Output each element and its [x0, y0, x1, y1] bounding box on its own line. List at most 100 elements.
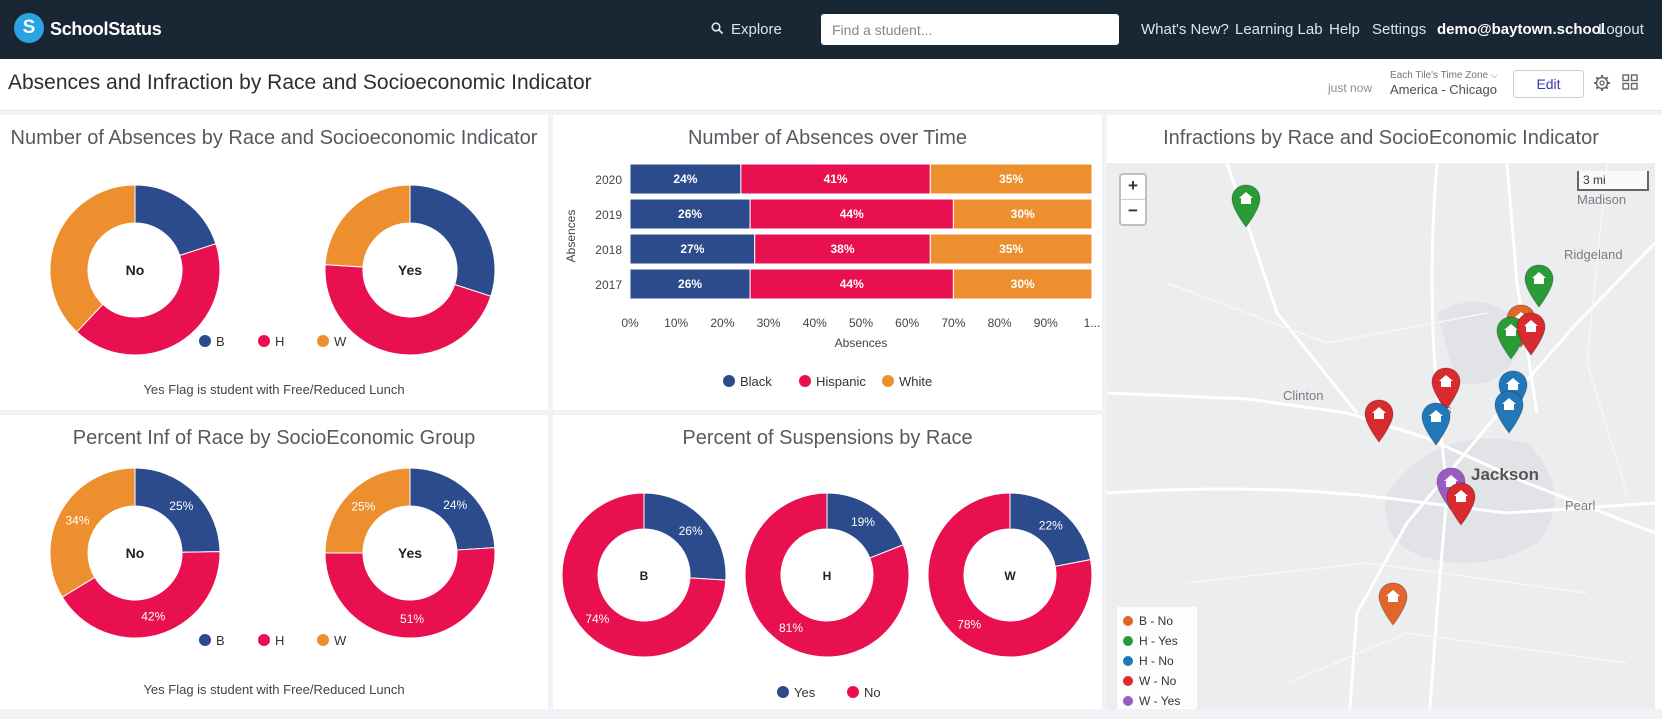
donut-slice-W — [49, 467, 136, 598]
pin-shape — [1524, 264, 1554, 308]
brand-name[interactable]: SchoolStatus — [50, 19, 162, 39]
place-label: Ridgeland — [1564, 247, 1623, 262]
legend-marker-icon — [258, 335, 270, 347]
tile-absences-by-race: Number of Absences by Race and Socioecon… — [0, 115, 548, 410]
donut-slice-W — [324, 467, 411, 554]
bar-segment — [952, 198, 1093, 230]
slice-value-label: 22% — [1039, 519, 1063, 533]
find-student-input[interactable] — [821, 14, 1119, 45]
house-icon — [1386, 590, 1400, 602]
house-icon — [1502, 398, 1516, 410]
percent-inf-donuts: 25% 42% 34% No 24% 51% 25% Yes B H W — [49, 467, 496, 648]
chevron-down-icon: ⌵ — [1490, 70, 1498, 80]
bar-value-label: 38% — [831, 242, 855, 256]
pin-shape — [1516, 312, 1546, 356]
map-markers — [1231, 184, 1554, 626]
map-pin-icon — [1421, 402, 1451, 446]
bar-segment — [929, 233, 1093, 265]
grid-layout-icon[interactable] — [1622, 74, 1638, 90]
pin-shape — [1231, 184, 1261, 228]
tile-title: Infractions by Race and SocioEconomic In… — [1163, 127, 1599, 149]
donut-no: 25% 42% 34% No — [49, 467, 221, 639]
bar-value-label: 26% — [678, 277, 702, 291]
zoom-in-button[interactable]: + — [1128, 176, 1138, 195]
zoom-out-button[interactable]: − — [1121, 199, 1145, 223]
last-updated: just now — [1328, 81, 1373, 95]
absences-time-bar-chart: 2020 24% 41% 35% 2019 26% 44% 30% 2018 27% 38% 35% 2… — [564, 163, 1100, 389]
bar-segment — [629, 163, 742, 195]
legend-label: B — [216, 633, 225, 648]
bar-value-label: 27% — [680, 242, 704, 256]
legend-label: H — [275, 334, 284, 349]
legend-marker-icon — [317, 634, 329, 646]
legend-label: Hispanic — [816, 374, 866, 389]
house-icon — [1439, 375, 1453, 387]
legend-label: W — [334, 633, 347, 648]
nav-learning-lab[interactable]: Learning Lab — [1235, 21, 1323, 38]
nav-logout[interactable]: Logout — [1598, 21, 1644, 38]
bar-value-label: 30% — [1011, 207, 1035, 221]
tile-absences-over-time: Number of Absences over Time 2020 24% 41% 3… — [553, 115, 1102, 410]
absences-race-donuts: No Yes B H W — [49, 184, 496, 356]
slice-value-label: 25% — [351, 499, 375, 513]
bar-value-label: 35% — [999, 172, 1023, 186]
donut-slice-H — [61, 551, 221, 639]
bar-value-label: 44% — [840, 207, 864, 221]
x-tick-label: 30% — [757, 316, 781, 330]
tile-title: Number of Absences by Race and Socioecon… — [10, 127, 538, 149]
map-legend: B - No H - Yes H - No W - No W - Yes — [1117, 607, 1197, 709]
slice-value-label: 34% — [65, 514, 89, 528]
map-legend-item: W - Yes — [1123, 691, 1191, 709]
suspensions-donuts: 26% 74% B 19% 81% H 22% 78% W Yes No — [561, 492, 1093, 700]
place-label: Madison — [1577, 192, 1627, 207]
nav-settings[interactable]: Settings — [1372, 21, 1427, 38]
tile-note: Yes Flag is student with Free/Reduced Lu… — [143, 382, 405, 397]
map-legend-item: H - Yes — [1123, 631, 1191, 651]
nav-whats-new[interactable]: What's New? — [1141, 21, 1229, 38]
explore-label: Explore — [731, 21, 782, 38]
x-tick-label: 20% — [710, 316, 734, 330]
legend-dot-icon — [1123, 656, 1133, 666]
house-icon — [1429, 410, 1443, 422]
house-icon — [1524, 320, 1538, 332]
place-label: Clinton — [1283, 388, 1324, 403]
legend-label: Yes — [794, 685, 816, 700]
map-zoom-control: + − — [1119, 173, 1147, 226]
map-legend-item: H - No — [1123, 651, 1191, 671]
top-navbar: S SchoolStatus Explore What's New? Learn… — [0, 0, 1662, 59]
explore-link[interactable]: Explore — [711, 21, 782, 38]
tile-suspensions: Percent of Suspensions by Race 26% 74% B 19… — [553, 415, 1102, 709]
slice-value-label: 24% — [443, 498, 467, 512]
slice-value-label: 26% — [679, 524, 703, 538]
edit-button[interactable]: Edit — [1513, 70, 1584, 98]
chart-legend: Black Hispanic White — [723, 374, 932, 389]
donut-slice-B — [134, 467, 221, 553]
map-canvas[interactable]: + − 3 mi Madison Ridgeland Clinton Jacks… — [1107, 163, 1655, 709]
timezone-value[interactable]: America - Chicago — [1390, 82, 1497, 97]
house-icon — [1454, 490, 1468, 502]
x-tick-label: 10% — [664, 316, 688, 330]
search-icon — [711, 22, 724, 35]
legend-marker-icon — [199, 634, 211, 646]
tile-note: Yes Flag is student with Free/Reduced Lu… — [143, 682, 405, 697]
slice-value-label: 19% — [851, 515, 875, 529]
slice-value-label: 78% — [957, 617, 981, 631]
y-axis-label: Absences — [564, 210, 578, 263]
donut-slice-No — [744, 492, 910, 658]
nav-account[interactable]: demo@baytown.school — [1437, 21, 1605, 38]
gear-icon[interactable] — [1593, 74, 1611, 92]
map-legend-item: W - No — [1123, 671, 1191, 691]
bar-value-label: 24% — [673, 172, 697, 186]
bar-value-label: 44% — [840, 277, 864, 291]
x-axis-label: Absences — [835, 336, 888, 350]
donut-slice-No — [927, 492, 1093, 658]
bar-segment — [952, 268, 1093, 300]
house-icon — [1504, 324, 1518, 336]
schoolstatus-logo-icon[interactable]: S — [14, 13, 44, 43]
legend-marker-icon — [777, 686, 789, 698]
timezone-label[interactable]: Each Tile's Time Zone ⌵ — [1390, 70, 1498, 81]
nav-help[interactable]: Help — [1329, 21, 1360, 38]
tile-percent-inf: Percent Inf of Race by SocioEconomic Gro… — [0, 415, 548, 709]
house-icon — [1239, 192, 1253, 204]
